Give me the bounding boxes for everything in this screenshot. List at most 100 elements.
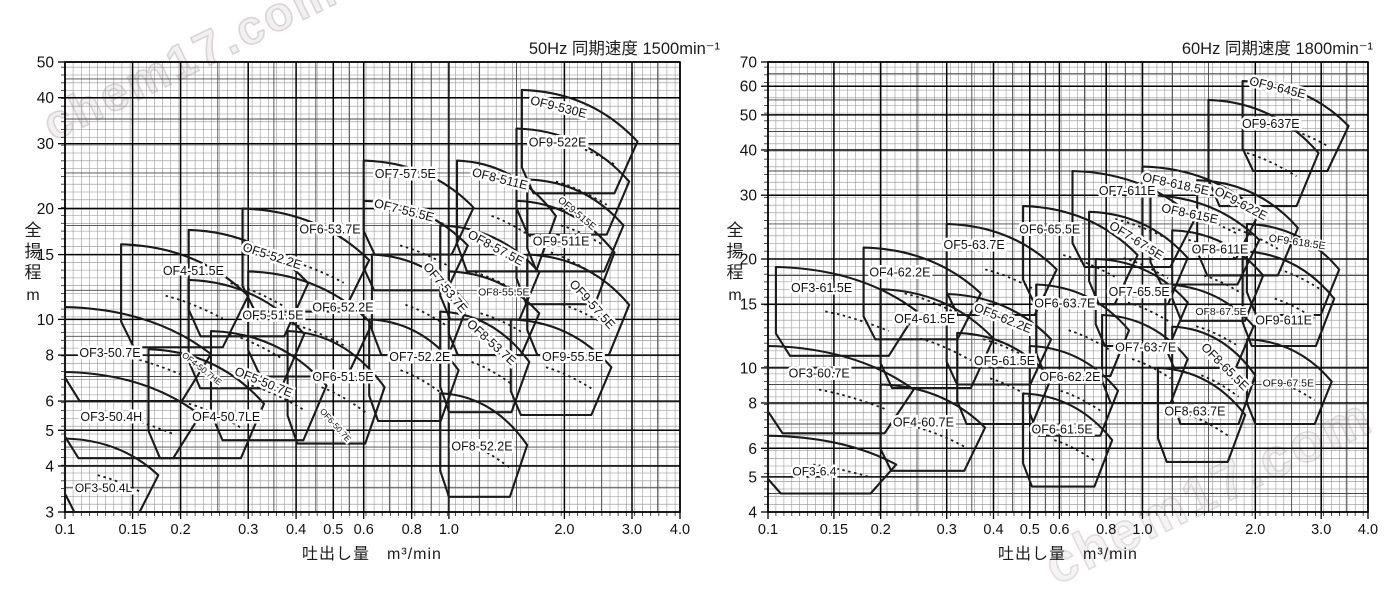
plot-border — [64, 61, 681, 513]
svg-text:2.0: 2.0 — [554, 522, 574, 538]
svg-text:5: 5 — [45, 423, 54, 440]
region-outline-OF9-530E — [520, 88, 639, 195]
region-outline-OF3-6.4 — [766, 434, 898, 495]
region-label-OF7-52.2E: OF7-52.2E — [389, 350, 450, 364]
svg-text:1.0: 1.0 — [439, 522, 459, 538]
region-trim-curve — [555, 180, 608, 206]
svg-text:0.3: 0.3 — [937, 522, 957, 538]
region-outline-OF9-622E — [1196, 179, 1299, 277]
region-label-OF8-611E: OF8-611E — [1192, 243, 1249, 257]
svg-text:4.0: 4.0 — [1358, 522, 1378, 538]
region-label-OF8-63.7E: OF8-63.7E — [1164, 404, 1225, 418]
region-trim-curve — [405, 303, 450, 328]
region-trim-curve — [1188, 414, 1229, 437]
svg-text:0.15: 0.15 — [118, 522, 146, 538]
svg-text:50: 50 — [37, 55, 55, 72]
region-outline-OF5-50.7E — [209, 329, 328, 442]
svg-text:15: 15 — [740, 297, 757, 314]
region-trim-curve — [1127, 301, 1170, 323]
region-label-OF6-65.5E: OF6-65.5E — [1019, 223, 1080, 237]
region-trim-curve — [251, 384, 304, 411]
region-label-OF7-57.5E: OF7-57.5E — [375, 167, 436, 181]
region-label-OF6-53.7E: OF6-53.7E — [299, 223, 360, 237]
region-outline-OF9-522E — [515, 127, 631, 236]
region-label-OF7-611E: OF7-611E — [1099, 184, 1156, 198]
region-outline-OF4-51.5E — [120, 243, 250, 349]
region-label-OF4-51.5E: OF4-51.5E — [163, 264, 224, 278]
region-outline-OF7-65.5E — [1094, 257, 1189, 348]
x-axis-title-60hz: 吐出し量 m³/min — [998, 546, 1138, 563]
region-outline-OF8-52.2E — [439, 392, 529, 498]
svg-text:0.5: 0.5 — [323, 522, 343, 538]
svg-text:0.15: 0.15 — [820, 522, 848, 538]
region-outline-OF9-67.5E — [1245, 338, 1333, 426]
region-trim-curve — [989, 377, 1033, 400]
y-axis-unit-50hz: m — [26, 287, 40, 304]
svg-text:50: 50 — [740, 107, 758, 124]
model-regions — [63, 88, 639, 514]
y-axis-title-60hz: 全揚程 — [726, 221, 744, 282]
region-trim-curve — [560, 224, 605, 247]
region-label-OF6-52.2E: OF6-52.2E — [312, 301, 373, 315]
region-outline-OF7-67.5E — [1088, 210, 1189, 306]
region-trim-curve — [115, 353, 183, 376]
region-outline-OF6-62.2E — [1028, 344, 1120, 437]
region-label-OF9-55.5E: OF9-55.5E — [542, 350, 603, 364]
svg-text:4: 4 — [748, 505, 757, 522]
region-outline-OF6-51.5E — [286, 329, 386, 445]
region-trim-curve — [1183, 211, 1237, 234]
region-trim-curve — [165, 294, 224, 320]
region-outline-OF6-63.7E — [1035, 283, 1131, 378]
svg-text:6: 6 — [45, 394, 54, 411]
region-outline-OF3-50.7E — [63, 306, 213, 403]
region-outline-OF5-61.5E — [956, 331, 1053, 426]
region-trim-curve — [919, 337, 972, 362]
region-label-OF6-61.5E: OF6-61.5E — [1032, 422, 1093, 436]
region-outline-OF9-515E — [526, 178, 625, 273]
svg-text:2.0: 2.0 — [1245, 522, 1265, 538]
region-outline-OF8-67.5E — [1164, 283, 1255, 369]
region-trim-curve — [1060, 389, 1101, 412]
y-axis-title-50hz: 全揚程 — [24, 221, 42, 282]
svg-text:0.4: 0.4 — [286, 522, 306, 538]
region-trim-curve — [228, 333, 282, 359]
svg-text:8: 8 — [45, 348, 54, 365]
chart-title-50hz: 50Hz 同期速度 1500min⁻¹ — [528, 40, 720, 58]
region-label-OF6-50.7E: OF6-50.7E — [318, 406, 353, 444]
region-outline-OF9-618.5E — [1245, 222, 1341, 317]
svg-text:0.4: 0.4 — [983, 522, 1003, 538]
region-outline-OF8-618.5E — [1141, 165, 1261, 261]
region-label-OF8-55.5E: OF8-55.5E — [478, 287, 529, 299]
region-label-OF8-615E: OF8-615E — [1160, 201, 1219, 227]
svg-text:3: 3 — [45, 505, 54, 522]
region-label-OF4-60.7E: OF4-60.7E — [893, 415, 954, 429]
region-trim-curve — [286, 259, 345, 284]
region-trim-curve — [562, 140, 615, 166]
region-outline-OF5-52.2E — [187, 228, 310, 338]
svg-text:20: 20 — [37, 201, 55, 218]
region-trim-curve — [904, 292, 958, 315]
region-label-OF8-52.2E: OF8-52.2E — [451, 440, 512, 454]
region-outline-OF4-61.5E — [879, 288, 995, 390]
region-trim-curve — [471, 361, 513, 385]
region-trim-curve — [491, 215, 537, 242]
tick-labels: 0.1 0.15 0.2 0.3 0.4 0.5 0.6 0.8 1.0 2.0 3.0 4.0 70 6… — [740, 55, 1378, 539]
region-label-OF4-61.5E: OF4-61.5E — [894, 312, 955, 326]
region-outline-OF9-57.5E — [526, 253, 631, 357]
region-trim-curve — [984, 268, 1036, 291]
region-outline-OF7-52.2E — [368, 318, 460, 423]
region-label-OF9-522E: OF9-522E — [529, 135, 587, 149]
svg-text:10: 10 — [37, 312, 55, 329]
plot-border — [767, 61, 1369, 513]
svg-text:5: 5 — [748, 469, 757, 486]
svg-text:40: 40 — [740, 143, 758, 160]
region-label-OF5-61.5E: OF5-61.5E — [974, 354, 1035, 368]
svg-text:4: 4 — [45, 459, 54, 476]
region-outline-OF3-60.7E — [766, 344, 915, 435]
region-trim-curve — [1201, 374, 1240, 398]
region-outline-OF8-63.7E — [1156, 366, 1247, 463]
svg-text:6: 6 — [748, 441, 757, 458]
svg-text:4.0: 4.0 — [670, 522, 690, 538]
